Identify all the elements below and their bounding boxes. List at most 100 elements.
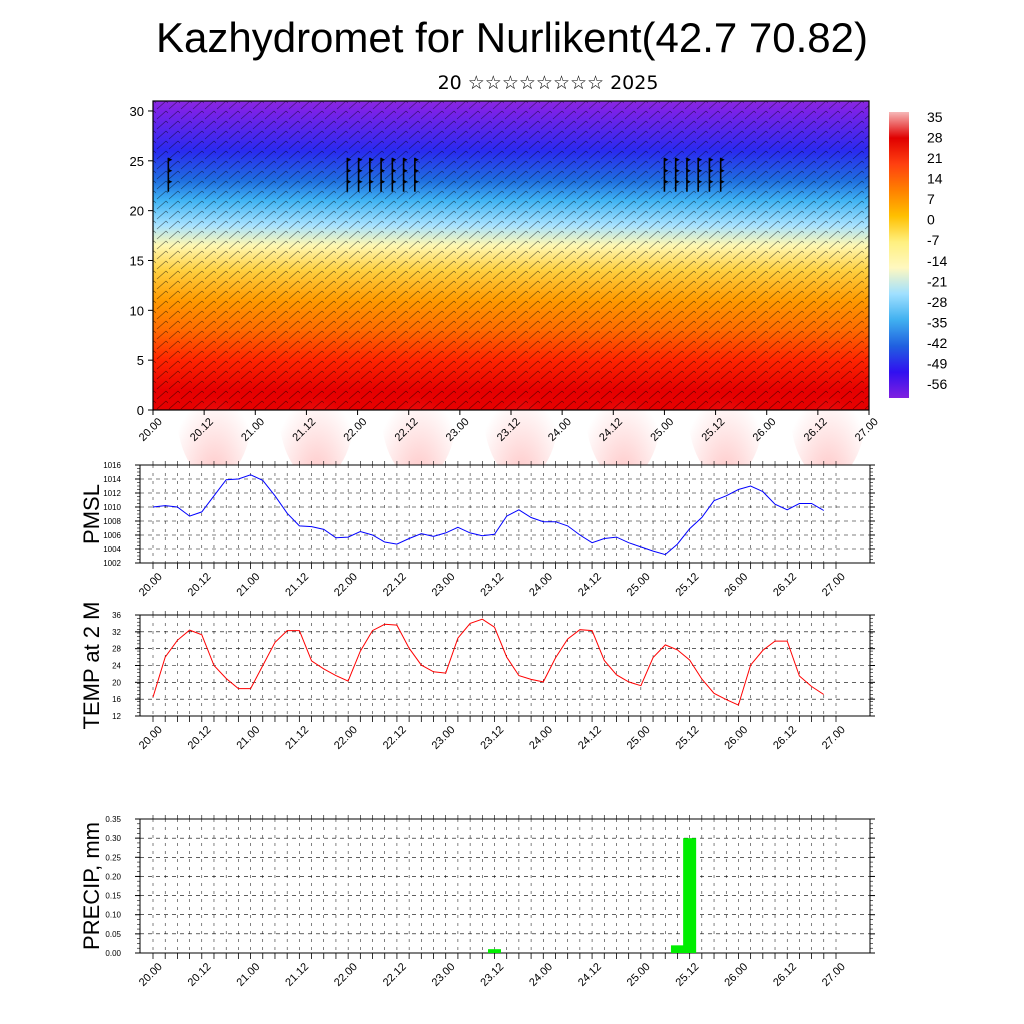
wind-barb-flag	[358, 157, 363, 162]
x-tick-label: 23.00	[430, 961, 458, 989]
precip-bar	[488, 949, 501, 953]
x-tick-label: 22.00	[332, 961, 360, 989]
wind-barb-flag	[347, 168, 352, 173]
wind-barb-flag	[698, 168, 703, 173]
series-line	[152, 618, 825, 706]
colorbar-label: -35	[927, 314, 947, 330]
y-tick-label: 25	[130, 154, 144, 169]
x-tick-label: 22.00	[332, 724, 360, 752]
colorbar-label: 0	[927, 212, 935, 228]
colorbar-label: 14	[927, 171, 943, 187]
wind-barb-flag	[381, 157, 386, 162]
x-tick-label: 23.12	[478, 724, 506, 752]
y-tick-label: 28	[112, 645, 121, 654]
x-tick-label: 24.12	[576, 961, 604, 989]
x-tick-label: 24.12	[576, 571, 604, 599]
wind-barb-flag	[403, 168, 408, 173]
wind-barb-flag	[168, 179, 173, 184]
colorbar-label: -21	[927, 273, 947, 289]
wind-barb-flag	[358, 179, 363, 184]
x-tick-label: 24.12	[576, 724, 604, 752]
x-tick-label: 23.00	[430, 571, 458, 599]
colorbar: 35 28 21 14 7 0 -7 -14 -21 -28 -35 -42 -49 -56	[889, 109, 947, 398]
y-tick-label: 12	[112, 712, 121, 721]
x-tick-label: 25.12	[674, 571, 702, 599]
wind-barb-flag	[686, 179, 691, 184]
x-tick-label: 21.00	[234, 961, 262, 989]
y-tick-label: 1014	[103, 475, 121, 484]
colorbar-label: 7	[927, 191, 935, 207]
x-tick-label: 27.00	[820, 571, 848, 599]
precip-bar	[670, 945, 684, 953]
x-tick-label: 24.00	[527, 961, 555, 989]
x-tick-label: 20.00	[137, 961, 165, 989]
wind-barb-flag	[720, 157, 725, 162]
wind-barb-flag	[403, 157, 408, 162]
x-tick-label: 26.00	[722, 571, 750, 599]
colorbar-label: 35	[927, 109, 943, 125]
y-tick-label: 20	[130, 204, 144, 219]
x-tick-label: 25.00	[625, 961, 653, 989]
y-tick-label: 16	[112, 695, 121, 704]
colorbar-label: -49	[927, 355, 947, 371]
y-tick-label: 0.35	[105, 815, 121, 824]
y-tick-label: 0.20	[105, 872, 121, 881]
y-tick-label: 0.00	[105, 949, 121, 958]
wind-barb-flag	[414, 168, 419, 173]
wind-barb-flag	[698, 179, 703, 184]
colorbar-label: -14	[927, 253, 947, 269]
x-tick-label: 20.00	[137, 724, 165, 752]
wind-barb-flag	[381, 168, 386, 173]
x-tick-label: 25.12	[674, 724, 702, 752]
y-tick-label: 30	[130, 104, 144, 119]
plot-frame	[139, 464, 871, 564]
plot-frame	[139, 614, 871, 717]
wind-barb-flag	[347, 157, 352, 162]
y-tick-label: 1012	[103, 489, 121, 498]
wind-barb-flag	[720, 179, 725, 184]
x-tick-label: 21.12	[283, 961, 311, 989]
wind-barb-flag	[381, 179, 386, 184]
wind-barb-flag	[369, 179, 374, 184]
wind-barb-flag	[686, 157, 691, 162]
y-tick-label: 36	[112, 611, 121, 620]
wind-barb-flag	[698, 157, 703, 162]
y-tick-label: 1006	[103, 531, 121, 540]
y-tick-label: 0.10	[105, 911, 121, 920]
wind-barb-flag	[403, 179, 408, 184]
y-tick-label: 1002	[103, 559, 121, 568]
y-tick-label: 0.15	[105, 892, 121, 901]
wind-barb-flag	[347, 179, 352, 184]
x-tick-label: 21.12	[283, 571, 311, 599]
wind-barb-flag	[675, 168, 680, 173]
y-tick-label: 0.05	[105, 930, 121, 939]
wind-barb-flag	[369, 168, 374, 173]
wind-barb-flag	[369, 157, 374, 162]
wind-barb-flag	[414, 179, 419, 184]
x-tick-label: 20.12	[186, 724, 214, 752]
wind-barb-flag	[358, 168, 363, 173]
x-tick-label: 23.00	[430, 724, 458, 752]
x-tick-label: 21.12	[283, 724, 311, 752]
page-title: Kazhydromet for Nurlikent(42.7 70.82)	[155, 14, 868, 61]
x-tick-label: 22.12	[381, 571, 409, 599]
x-tick-label: 20.12	[186, 961, 214, 989]
x-tick-label: 26.00	[722, 961, 750, 989]
x-tick-label: 24.00	[527, 571, 555, 599]
x-tick-label: 25.12	[674, 961, 702, 989]
temp-panel: 12 16 20 24 28 32 36 20.00 20.12 21.00 21.12 22.00 2…	[79, 602, 875, 752]
pmsl-panel: 1002 1004 1006 1008 1010 1012 1014 1016 20.00 20.…	[79, 461, 875, 599]
x-tick-label: 20.12	[186, 571, 214, 599]
y-tick-label: 20	[112, 678, 121, 687]
x-tick-label: 21.00	[234, 724, 262, 752]
x-tick-label: 26.12	[771, 571, 799, 599]
y-tick-label: 5	[137, 353, 144, 368]
x-tick-label: 26.12	[771, 961, 799, 989]
x-tick-label: 27.00	[820, 724, 848, 752]
colorbar-label: -56	[927, 376, 947, 392]
y-tick-label: 0	[137, 403, 144, 418]
wind-barb-flag	[168, 168, 173, 173]
x-tick-label: 25.00	[625, 571, 653, 599]
y-tick-label: 1008	[103, 517, 121, 526]
